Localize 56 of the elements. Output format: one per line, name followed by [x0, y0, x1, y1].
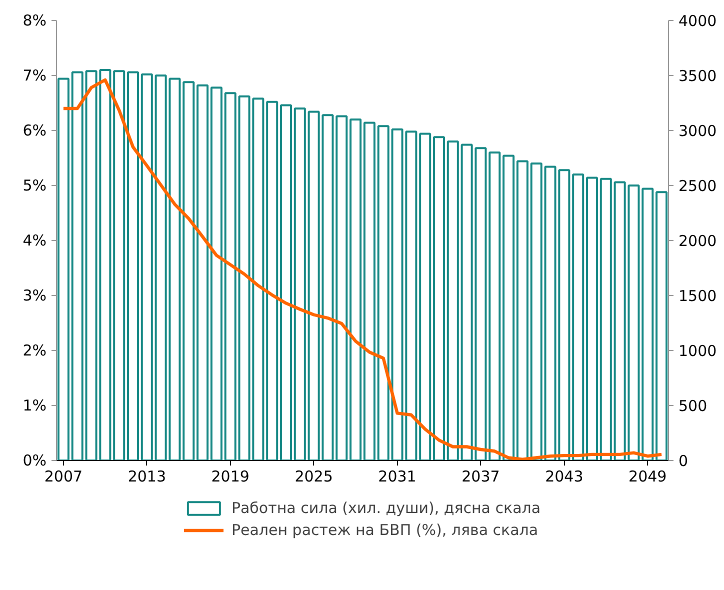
x-tick-label: 2049 [628, 468, 667, 486]
legend-label: Работна сила (хил. души), дясна скала [231, 499, 541, 517]
x-tick-label: 2043 [545, 468, 584, 486]
bar [126, 71, 140, 460]
bar [210, 86, 222, 460]
y-tick-label: 5% [22, 176, 46, 194]
y-tick-label: 3% [22, 286, 46, 304]
y2-tick-label: 0 [678, 452, 688, 470]
bar [224, 92, 236, 460]
bar [530, 162, 542, 460]
bar [182, 81, 195, 460]
y2-tick-label: 1000 [678, 342, 717, 360]
bar [71, 71, 84, 460]
x-tick-label: 2037 [462, 468, 500, 486]
bar [419, 132, 432, 460]
bar [600, 178, 612, 460]
bar [656, 191, 668, 460]
y-tick-label: 1% [22, 396, 46, 414]
y-tick-label: 2% [22, 342, 46, 360]
bar [432, 136, 446, 460]
x-tick-label: 2019 [211, 468, 250, 486]
y-tick-label: 7% [22, 66, 46, 84]
y-tick-label: 8% [22, 12, 46, 30]
bar [140, 73, 153, 460]
x-tick-label: 2007 [44, 468, 83, 486]
bar [294, 108, 306, 460]
y2-tick-label: 500 [678, 397, 708, 415]
legend-label: Реален растеж на БВП (%), лява скала [231, 521, 538, 539]
y2-tick-label: 2500 [678, 177, 717, 195]
x-tick-label: 2031 [378, 468, 416, 486]
y-tick-label: 6% [22, 122, 46, 140]
bar [572, 174, 584, 460]
bar [266, 100, 278, 460]
bar [57, 78, 70, 460]
bar [113, 70, 126, 460]
x-tick-label: 2025 [294, 468, 333, 486]
bar [488, 152, 501, 460]
line-series [62, 78, 664, 460]
bar [642, 188, 654, 460]
bar [586, 176, 598, 460]
bar [446, 140, 459, 460]
y2-tick-label: 1500 [678, 287, 717, 305]
bar [502, 154, 515, 460]
y-tick-label: 0% [22, 452, 46, 470]
y-tick-label: 4% [22, 232, 46, 250]
y2-tick-label: 3500 [678, 67, 717, 85]
y2-tick-label: 4000 [678, 12, 717, 30]
bar [336, 115, 348, 460]
bar [350, 118, 362, 460]
bar [196, 84, 209, 460]
y2-tick-label: 2000 [678, 232, 717, 250]
bar [280, 104, 292, 460]
bar [377, 125, 390, 460]
bar [363, 122, 376, 460]
y2-tick-label: 3000 [678, 122, 717, 140]
x-tick-label: 2013 [128, 468, 166, 486]
